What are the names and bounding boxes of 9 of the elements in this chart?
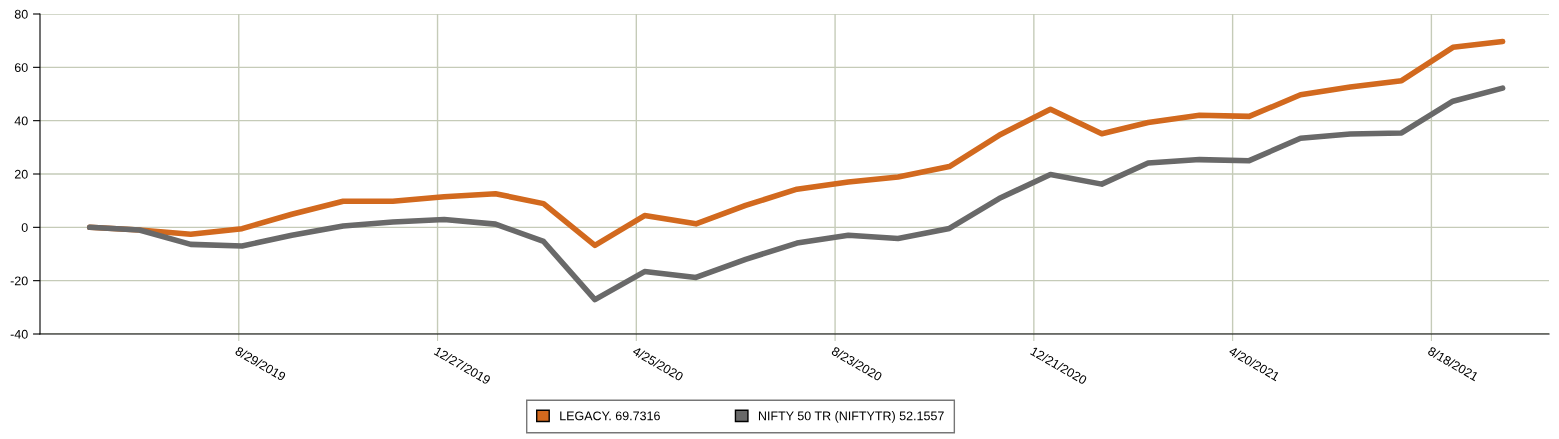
- y-tick-label: 80: [14, 9, 28, 19]
- y-tick-label: 60: [14, 63, 28, 72]
- y-tick-label: -40: [10, 329, 28, 339]
- y-tick-label: 20: [14, 169, 28, 179]
- y-tick-label: -20: [10, 276, 28, 286]
- y-tick-label: 40: [14, 116, 28, 126]
- y-tick-label: 0: [21, 223, 28, 232]
- legend-label: LEGACY. 69.7316: [560, 411, 660, 421]
- legend-label: NIFTY 50 TR (NIFTYTR) 52.1557: [758, 411, 944, 423]
